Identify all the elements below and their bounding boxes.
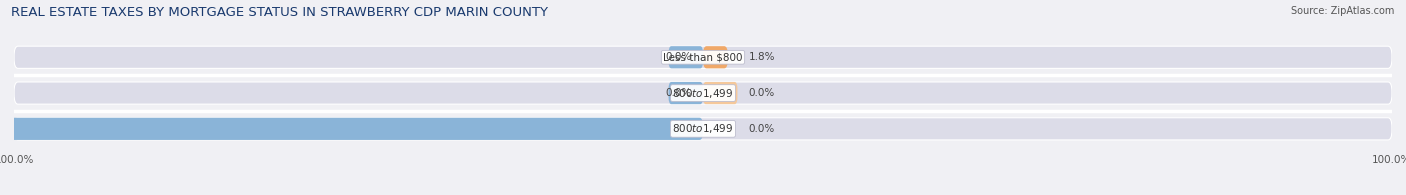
FancyBboxPatch shape — [669, 82, 703, 104]
Text: 0.0%: 0.0% — [665, 52, 692, 62]
Text: Source: ZipAtlas.com: Source: ZipAtlas.com — [1291, 6, 1395, 16]
FancyBboxPatch shape — [14, 118, 1392, 140]
FancyBboxPatch shape — [14, 46, 1392, 68]
Text: $800 to $1,499: $800 to $1,499 — [672, 122, 734, 135]
Text: Less than $800: Less than $800 — [664, 52, 742, 62]
Text: 1.8%: 1.8% — [748, 52, 775, 62]
FancyBboxPatch shape — [669, 46, 703, 68]
FancyBboxPatch shape — [14, 82, 1392, 104]
Text: 0.0%: 0.0% — [665, 88, 692, 98]
Text: REAL ESTATE TAXES BY MORTGAGE STATUS IN STRAWBERRY CDP MARIN COUNTY: REAL ESTATE TAXES BY MORTGAGE STATUS IN … — [11, 6, 548, 19]
Text: 0.0%: 0.0% — [748, 124, 775, 134]
Text: $800 to $1,499: $800 to $1,499 — [672, 87, 734, 100]
FancyBboxPatch shape — [0, 118, 703, 140]
Text: 0.0%: 0.0% — [748, 88, 775, 98]
FancyBboxPatch shape — [703, 82, 738, 104]
FancyBboxPatch shape — [703, 46, 728, 68]
